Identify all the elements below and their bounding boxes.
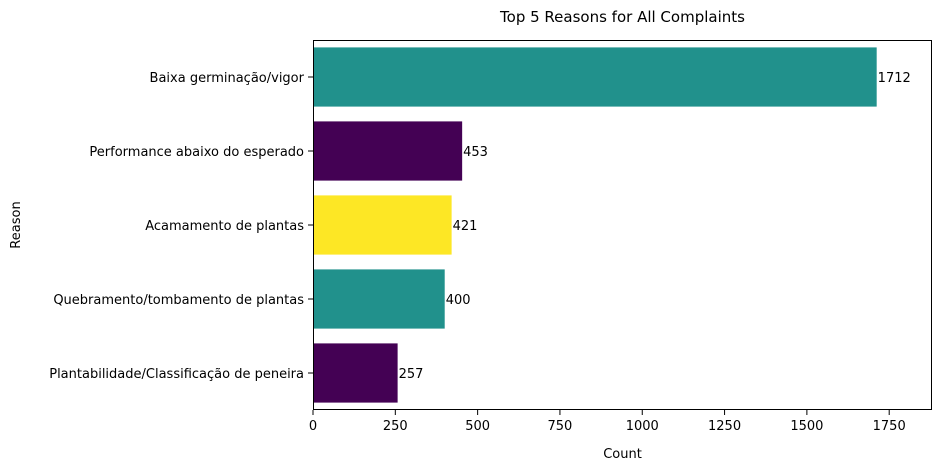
y-tick-label-4: Quebramento/tombamento de plantas <box>53 293 304 308</box>
y-tick-label-5: Plantabilidade/Classificação de peneira <box>49 367 304 382</box>
x-tick-label-1750: 1750 <box>873 419 906 434</box>
bar-3 <box>313 195 452 255</box>
bars-layer <box>313 47 877 403</box>
data-label-4: 400 <box>446 293 471 308</box>
y-axis-title: Reason <box>9 201 24 248</box>
y-tick-label-2: Performance abaixo do esperado <box>89 145 304 160</box>
x-tick-label-250: 250 <box>383 419 408 434</box>
data-label-1: 1712 <box>878 71 911 86</box>
x-tick-label-1250: 1250 <box>708 419 741 434</box>
x-tick-label-750: 750 <box>548 419 573 434</box>
data-labels-layer: 1712 453 421 400 257 <box>399 71 911 382</box>
data-label-3: 421 <box>453 219 478 234</box>
data-label-5: 257 <box>399 367 424 382</box>
bar-1 <box>313 47 877 107</box>
bar-5 <box>313 343 398 403</box>
x-tick-label-1000: 1000 <box>626 419 659 434</box>
x-tick-label-500: 500 <box>465 419 490 434</box>
bar-2 <box>313 121 463 181</box>
x-tick-label-0: 0 <box>309 419 317 434</box>
chart-title: Top 5 Reasons for All Complaints <box>499 8 745 26</box>
x-tick-label-1500: 1500 <box>790 419 823 434</box>
y-tick-label-1: Baixa germinação/vigor <box>150 71 305 86</box>
bar-4 <box>313 269 445 329</box>
data-label-2: 453 <box>463 145 488 160</box>
plot-frame <box>313 40 932 410</box>
y-tick-label-3: Acamamento de plantas <box>145 219 304 234</box>
ticks-layer: Baixa germinação/vigor Performance abaixo… <box>49 71 906 434</box>
x-axis-title: Count <box>603 447 642 462</box>
